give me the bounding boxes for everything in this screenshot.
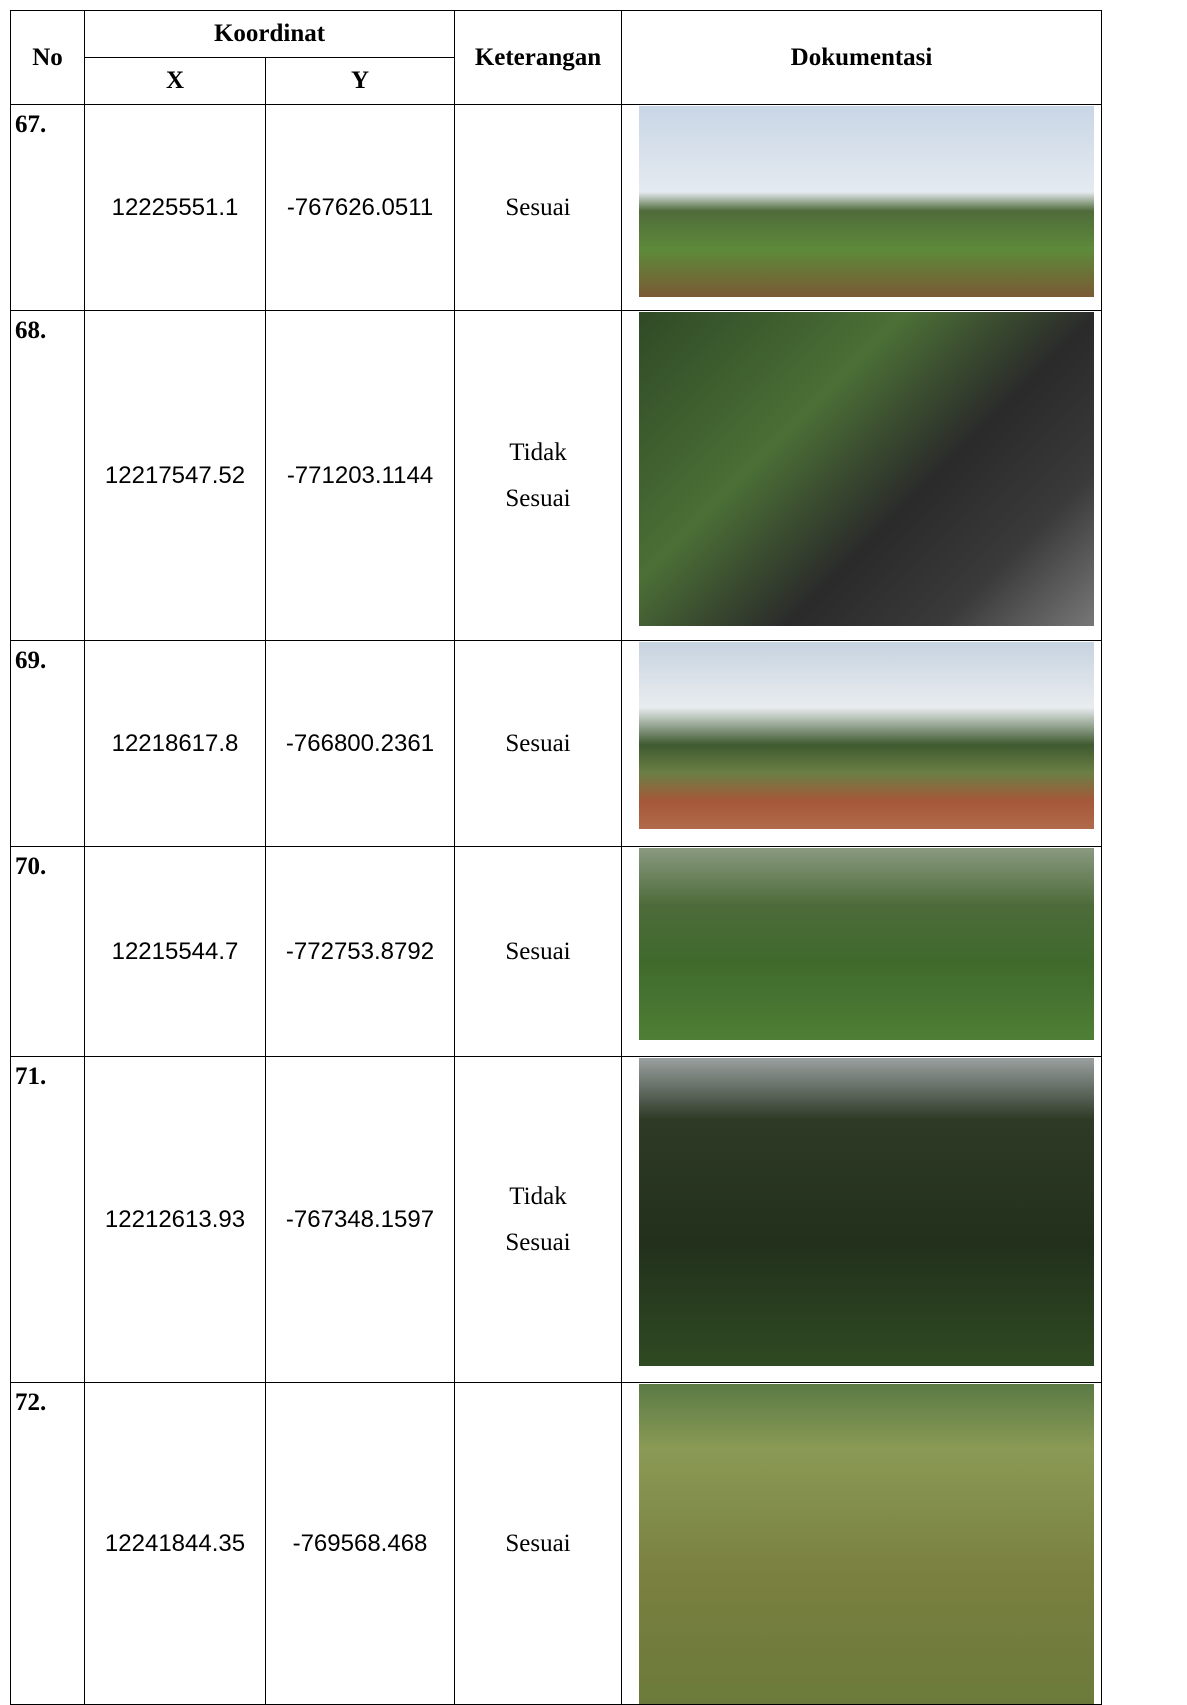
keterangan-cell: Tidak Sesuai: [454, 310, 622, 641]
data-table: No Koordinat Keterangan Dokumentasi X Y …: [10, 10, 1102, 1705]
table-row: 69. 12218617.8 -766800.2361 Sesuai: [10, 640, 1102, 847]
documentation-cell: [621, 104, 1102, 311]
coordinate-x: 12218617.8: [84, 640, 266, 847]
coordinate-x: 12215544.7: [84, 846, 266, 1057]
photo: [639, 312, 1094, 626]
documentation-cell: [621, 640, 1102, 847]
documentation-cell: [621, 310, 1102, 641]
coordinate-y: -769568.468: [265, 1382, 455, 1705]
keterangan-cell: Sesuai: [454, 640, 622, 847]
header-dokumentasi: Dokumentasi: [621, 10, 1102, 105]
coordinate-y: -767348.1597: [265, 1056, 455, 1383]
documentation-cell: [621, 846, 1102, 1057]
table-row: 68. 12217547.52 -771203.1144 Tidak Sesuai: [10, 310, 1102, 641]
keterangan: Tidak Sesuai: [505, 1182, 571, 1256]
coordinate-x: 12225551.1: [84, 104, 266, 311]
coordinate-y: -766800.2361: [265, 640, 455, 847]
coordinate-x: 12212613.93: [84, 1056, 266, 1383]
coordinate-y: -767626.0511: [265, 104, 455, 311]
coordinate-x: 12217547.52: [84, 310, 266, 641]
header-y: Y: [265, 57, 455, 105]
keterangan: Tidak Sesuai: [505, 438, 571, 512]
table-row: 67. 12225551.1 -767626.0511 Sesuai: [10, 104, 1102, 311]
header-keterangan: Keterangan: [454, 10, 622, 105]
row-number: 68.: [10, 310, 85, 641]
documentation-cell: [621, 1382, 1102, 1705]
documentation-cell: [621, 1056, 1102, 1383]
table-row: 72. 12241844.35 -769568.468 Sesuai: [10, 1382, 1102, 1705]
keterangan: Sesuai: [505, 729, 571, 757]
row-number: 67.: [10, 104, 85, 311]
header-x: X: [84, 57, 266, 105]
keterangan: Sesuai: [505, 937, 571, 965]
row-number: 71.: [10, 1056, 85, 1383]
photo: [639, 642, 1094, 829]
row-number: 69.: [10, 640, 85, 847]
row-number: 70.: [10, 846, 85, 1057]
keterangan: Sesuai: [505, 193, 571, 221]
keterangan-cell: Tidak Sesuai: [454, 1056, 622, 1383]
table-row: 71. 12212613.93 -767348.1597 Tidak Sesuai: [10, 1056, 1102, 1383]
keterangan: Sesuai: [505, 1529, 571, 1557]
keterangan-cell: Sesuai: [454, 104, 622, 311]
photo: [639, 106, 1094, 297]
keterangan-cell: Sesuai: [454, 846, 622, 1057]
photo: [639, 1384, 1094, 1704]
header-no: No: [10, 10, 85, 105]
coordinate-x: 12241844.35: [84, 1382, 266, 1705]
coordinate-y: -771203.1144: [265, 310, 455, 641]
header-koordinat: Koordinat: [84, 10, 455, 58]
coordinate-y: -772753.8792: [265, 846, 455, 1057]
table-body: 67. 12225551.1 -767626.0511 Sesuai 68. 122175…: [10, 104, 1102, 1705]
photo: [639, 1058, 1094, 1366]
table-row: 70. 12215544.7 -772753.8792 Sesuai: [10, 846, 1102, 1057]
row-number: 72.: [10, 1382, 85, 1705]
photo: [639, 848, 1094, 1040]
keterangan-cell: Sesuai: [454, 1382, 622, 1705]
